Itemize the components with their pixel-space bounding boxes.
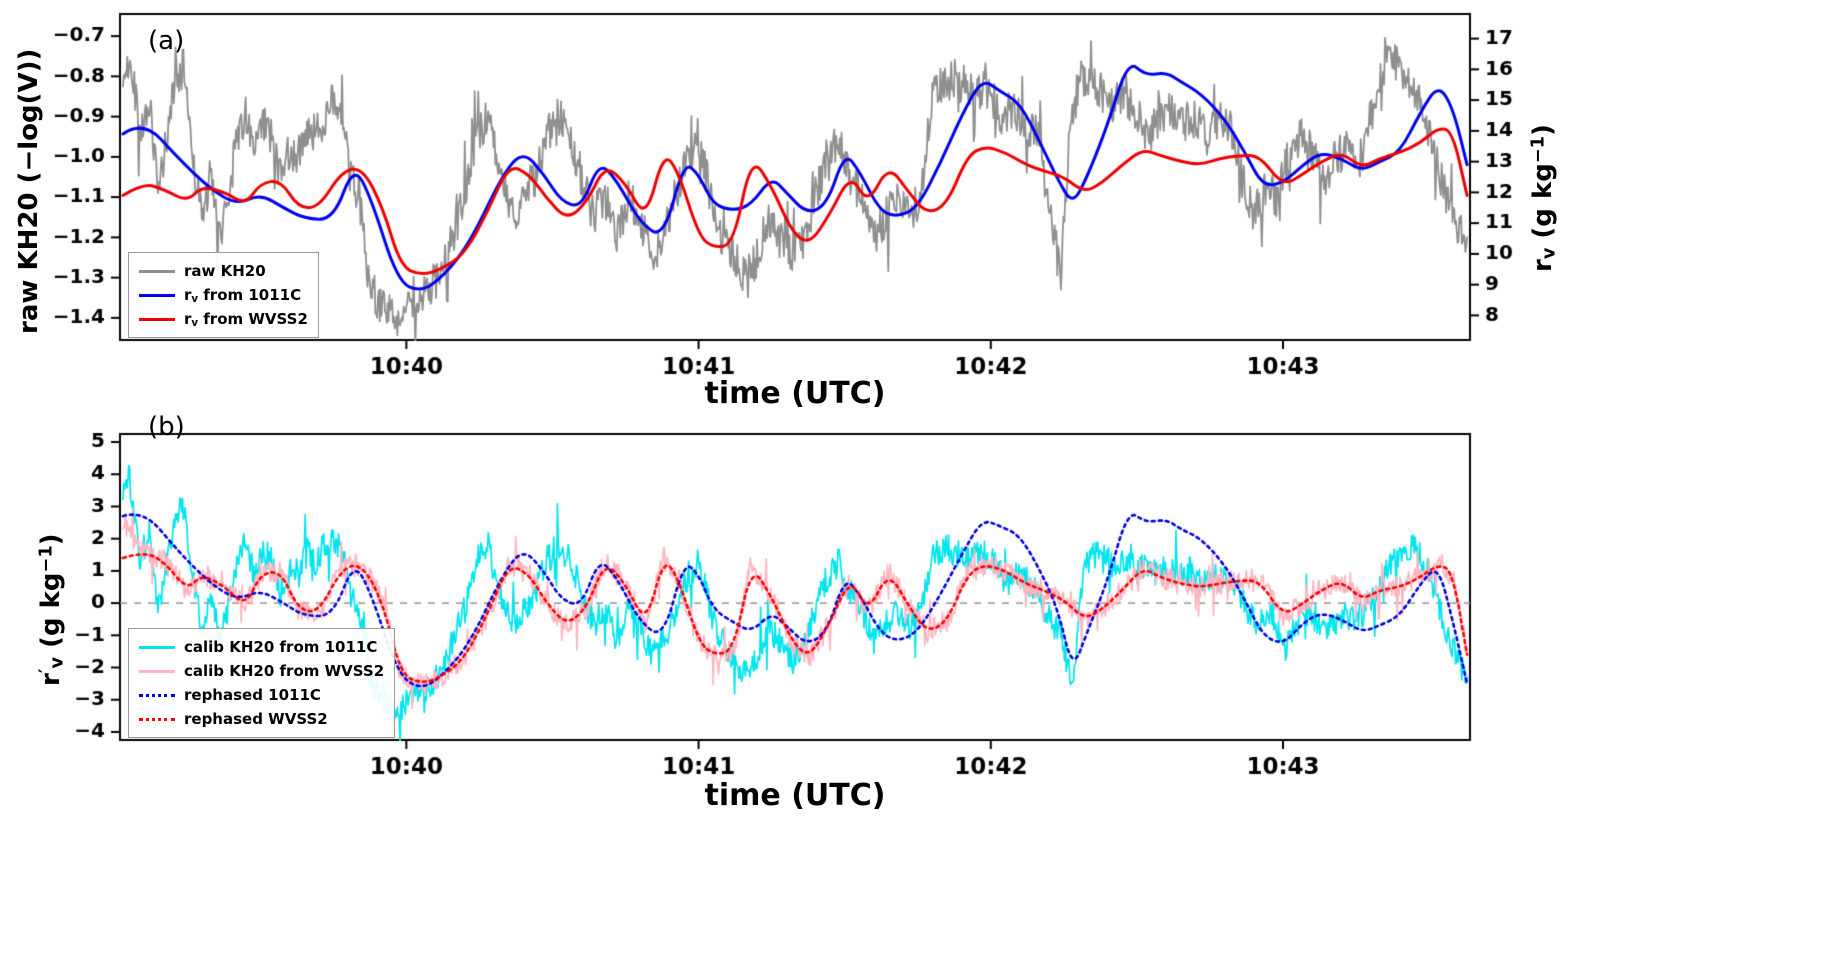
legend-item-rephased-wvss2: rephased WVSS2 xyxy=(139,707,384,731)
legend-item-calib-1011c: calib KH20 from 1011C xyxy=(139,635,384,659)
legend-label: rv from 1011C xyxy=(184,285,302,305)
legend-item-calib-wvss2: calib KH20 from WVSS2 xyxy=(139,659,384,683)
legend-label: calib KH20 from WVSS2 xyxy=(184,662,385,680)
pink-line-sample-icon xyxy=(139,669,175,673)
blue-dotted-line-sample-icon xyxy=(139,693,175,697)
legend-label: rv from WVSS2 xyxy=(184,309,308,329)
legend-item-rv-wvss2: rv from WVSS2 xyxy=(139,307,308,331)
panel-b-plot-canvas xyxy=(0,410,1824,830)
legend-label: calib KH20 from 1011C xyxy=(184,638,378,656)
red-dotted-line-sample-icon xyxy=(139,717,175,721)
panel-a-left-y-axis-label: raw KH20 (−log(V)) xyxy=(14,48,44,334)
gray-line-sample-icon xyxy=(139,269,175,273)
panel-a-plot-canvas xyxy=(0,0,1824,410)
legend-label: rephased WVSS2 xyxy=(184,710,328,728)
legend-item-rv-1011c: rv from 1011C xyxy=(139,283,308,307)
panel-b-x-axis-label: time (UTC) xyxy=(704,778,886,813)
panel-a-letter: (a) xyxy=(148,26,185,56)
panel-b-y-axis-label: r′v (g kg−1) xyxy=(36,533,68,686)
red-line-sample-icon xyxy=(139,317,175,321)
panel-b-legend: calib KH20 from 1011C calib KH20 from WV… xyxy=(128,628,396,738)
panel-a-x-axis-label: time (UTC) xyxy=(704,376,886,411)
panel-a-legend: raw KH20 rv from 1011C rv from WVSS2 xyxy=(128,252,319,338)
legend-label: raw KH20 xyxy=(184,262,266,280)
legend-label: rephased 1011C xyxy=(184,686,321,704)
cyan-line-sample-icon xyxy=(139,645,175,649)
legend-item-raw-kh20: raw KH20 xyxy=(139,259,308,283)
panel-a-right-y-axis-label: rv (g kg−1) xyxy=(1528,124,1560,272)
legend-item-rephased-1011c: rephased 1011C xyxy=(139,683,384,707)
panel-b-letter: (b) xyxy=(148,412,185,442)
blue-line-sample-icon xyxy=(139,293,175,297)
